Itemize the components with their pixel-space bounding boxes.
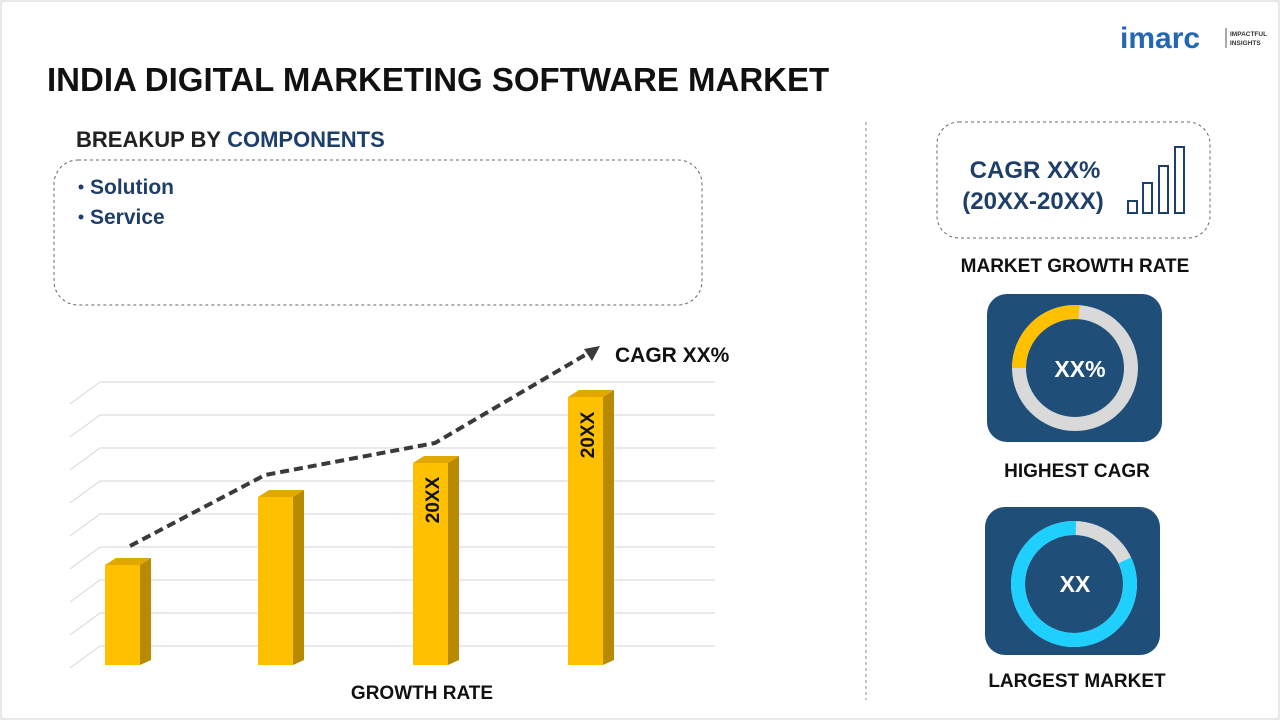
heading-highlight: COMPONENTS <box>227 127 385 152</box>
growth-line2: (20XX-20XX) <box>962 188 1103 215</box>
cagr-label: CAGR XX% <box>615 344 730 367</box>
logo-brand: imarc <box>1120 22 1200 55</box>
growth-icon <box>1127 146 1185 214</box>
heading-prefix: BREAKUP BY <box>76 127 221 152</box>
bars <box>105 390 614 665</box>
breakup-item: Service <box>90 206 165 229</box>
breakup-item: Solution <box>90 176 174 199</box>
growth-caption: MARKET GROWTH RATE <box>961 256 1190 277</box>
breakup-heading: BREAKUP BY COMPONENTS <box>76 127 385 152</box>
breakup-box <box>53 159 703 306</box>
logo-tagline: INSIGHTS <box>1230 40 1261 47</box>
title: INDIA DIGITAL MARKETING SOFTWARE MARKET <box>47 61 829 98</box>
largest-caption: LARGEST MARKET <box>988 671 1166 692</box>
highest-value: XX% <box>1054 356 1105 382</box>
highest-caption: HIGHEST CAGR <box>1004 461 1150 482</box>
bar-label: 20XX <box>578 411 599 458</box>
highest-arc <box>1012 305 1138 431</box>
largest-arc <box>1011 521 1137 647</box>
trend-line <box>129 353 587 548</box>
growth-line1: CAGR XX% <box>970 157 1101 184</box>
trend-arrow <box>584 346 600 361</box>
largest-value: XX <box>1060 571 1091 597</box>
bar-label: 20XX <box>423 476 444 523</box>
logo-tagline: IMPACTFUL <box>1230 31 1267 38</box>
bullet <box>78 184 84 190</box>
x-label: GROWTH RATE <box>351 683 493 704</box>
growth-box <box>936 121 1211 239</box>
bullet <box>78 214 84 220</box>
grid <box>69 381 715 669</box>
